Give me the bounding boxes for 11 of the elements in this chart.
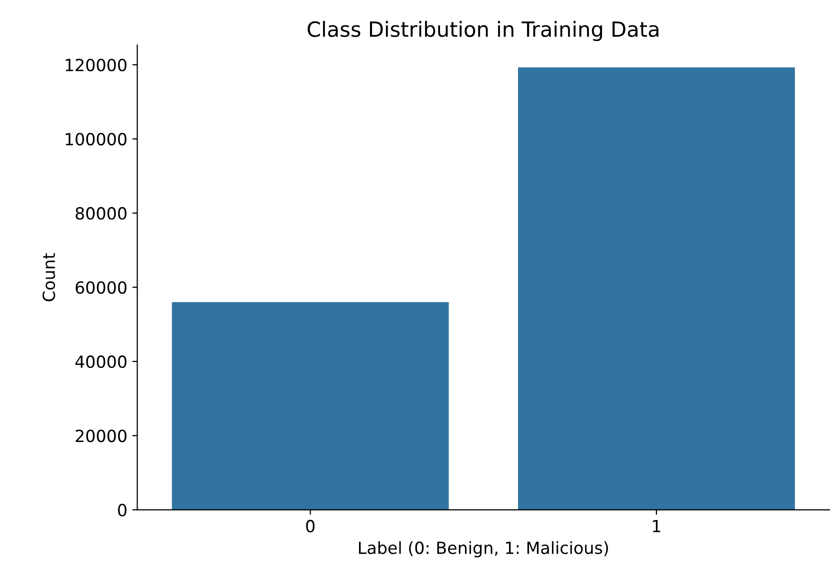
y-tick-label: 100000	[66, 132, 126, 146]
chart-title: Class Distribution in Training Data	[308, 20, 658, 42]
y-tick-label: 0	[118, 504, 126, 516]
y-tick-label: 20000	[76, 430, 126, 442]
y-tick-label: 40000	[75, 355, 126, 368]
y-tick-label: 80000	[76, 207, 126, 220]
y-tick-label: 60000	[76, 281, 126, 294]
x-tick-label: 1	[652, 520, 660, 532]
x-axis-title: Label (0: Benign, 1: Malicious)	[359, 541, 608, 558]
y-tick-label: 120000	[66, 58, 126, 72]
y-axis-title: Count	[42, 253, 56, 302]
